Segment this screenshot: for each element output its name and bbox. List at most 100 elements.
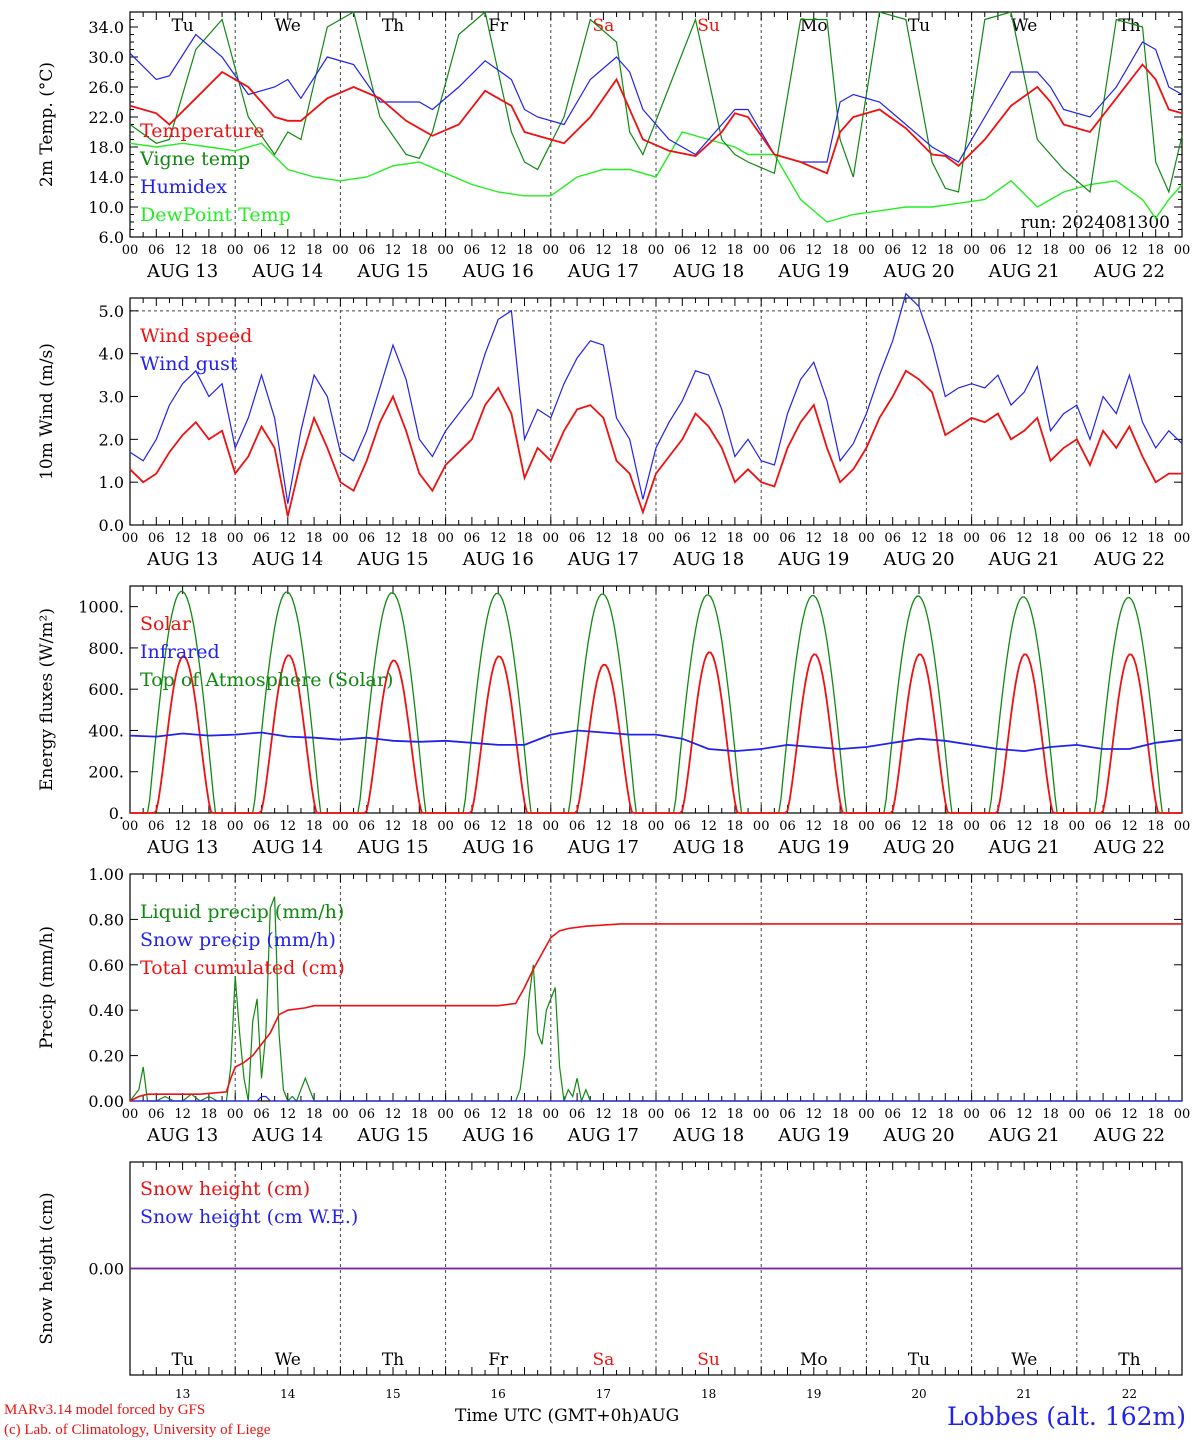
y-tick-label: 0.40 [88,1001,124,1020]
hour-tick-label: 06 [148,531,165,546]
hour-tick-label: 06 [674,243,691,258]
hour-tick-label: 06 [148,243,165,258]
hour-tick-label: 00 [753,243,770,258]
day-letter: Th [382,1350,404,1370]
legend-entry: DewPoint Temp [140,204,291,226]
hour-tick-label: 12 [911,1107,928,1122]
date-label: AUG 21 [988,1125,1060,1146]
hour-tick-label: 06 [464,243,481,258]
hour-tick-label: 00 [1069,1107,1086,1122]
hour-tick-label: 18 [832,531,849,546]
hour-tick-label: 00 [437,819,454,834]
day-letter: Su [697,1350,720,1370]
date-label: AUG 20 [882,261,954,282]
hour-tick-label: 00 [332,243,349,258]
y-tick-label: 0.00 [88,1260,124,1279]
hour-tick-label: 18 [516,1107,533,1122]
date-label: AUG 21 [988,837,1060,858]
hour-tick-label: 06 [1095,531,1112,546]
hour-tick-label: 18 [832,1107,849,1122]
date-label: AUG 15 [356,549,428,570]
hour-tick-label: 06 [779,531,796,546]
hour-tick-label: 06 [569,243,586,258]
legend-entry: Infrared [140,641,220,663]
hour-tick-label: 12 [385,531,402,546]
hour-tick-label: 00 [963,1107,980,1122]
hour-tick-label: 06 [1095,243,1112,258]
hour-tick-label: 18 [516,243,533,258]
hour-tick-label: 12 [174,531,191,546]
day-letter: Mo [800,1350,828,1370]
hour-tick-label: 00 [753,1107,770,1122]
hour-tick-label: 06 [569,819,586,834]
series-line-dewpoint-temp [129,131,1183,223]
y-tick-label: 400. [88,721,124,740]
date-label: AUG 13 [146,837,218,858]
day-letter: Tu [171,1350,193,1370]
day-letter: Fr [488,16,509,36]
hour-tick-label: 00 [858,243,875,258]
hour-tick-label: 00 [332,531,349,546]
hour-tick-label: 18 [937,1107,954,1122]
hour-tick-label: 00 [543,531,560,546]
y-tick-label: 2.0 [99,430,124,449]
hour-tick-label: 00 [648,243,665,258]
hour-tick-label: 00 [648,819,665,834]
date-label: AUG 15 [356,1125,428,1146]
day-letter: Tu [908,16,930,36]
date-label: AUG 16 [462,837,534,858]
hour-tick-label: 00 [122,1107,139,1122]
day-number: 22 [1122,1387,1137,1401]
hour-tick-label: 00 [1174,1107,1191,1122]
panel-4: 0.00 0.20 0.40 0.60 0.80 1.00 Precip (mm/h) 00 0… [37,865,1190,1146]
hour-tick-label: 18 [201,1107,218,1122]
series-line-temperature [129,63,1183,175]
hour-tick-label: 12 [700,1107,717,1122]
hour-tick-label: 00 [963,531,980,546]
date-label: AUG 19 [777,1125,849,1146]
hour-tick-label: 12 [280,243,297,258]
y-tick-label: 0. [109,804,124,823]
day-number: 13 [175,1387,190,1401]
date-label: AUG 13 [146,1125,218,1146]
panel-2: 0.0 1.0 2.0 3.0 4.0 5.0 10m Wind (m/s) 00 06 12 18… [37,292,1190,570]
hour-tick-label: 06 [358,243,375,258]
date-label: AUG 20 [882,837,954,858]
date-label: AUG 14 [251,261,323,282]
hour-tick-label: 18 [411,1107,428,1122]
hour-tick-label: 06 [464,531,481,546]
hour-tick-label: 06 [884,819,901,834]
hour-tick-label: 18 [832,819,849,834]
hour-tick-label: 06 [674,819,691,834]
hour-tick-label: 06 [990,1107,1007,1122]
hour-tick-label: 00 [753,531,770,546]
hour-tick-label: 00 [227,819,244,834]
date-label: AUG 19 [777,549,849,570]
hour-tick-label: 18 [1042,531,1059,546]
hour-tick-label: 12 [700,531,717,546]
date-label: AUG 19 [777,261,849,282]
date-label: AUG 16 [462,261,534,282]
series-line-humidex [129,33,1183,163]
legend-entry: Snow height (cm) [140,1178,310,1200]
date-label: AUG 22 [1093,1125,1165,1146]
hour-tick-label: 00 [1174,819,1191,834]
series-line-vigne-temp [129,10,1183,194]
y-tick-label: 1.00 [88,865,124,884]
day-letter: Th [1118,16,1140,36]
date-label: AUG 14 [251,1125,323,1146]
hour-tick-label: 12 [806,243,823,258]
hour-tick-label: 06 [253,243,270,258]
footer-credits: MARv3.14 model forced by GFS (c) Lab. of… [4,1400,270,1440]
y-tick-label: 0.60 [88,956,124,975]
hour-tick-label: 06 [253,1107,270,1122]
hour-tick-label: 00 [1174,243,1191,258]
hour-tick-label: 06 [884,531,901,546]
hour-tick-label: 06 [1095,1107,1112,1122]
hour-tick-label: 06 [253,819,270,834]
hour-tick-label: 06 [569,1107,586,1122]
hour-tick-label: 00 [963,819,980,834]
hour-tick-label: 12 [490,531,507,546]
hour-tick-label: 12 [1016,243,1033,258]
